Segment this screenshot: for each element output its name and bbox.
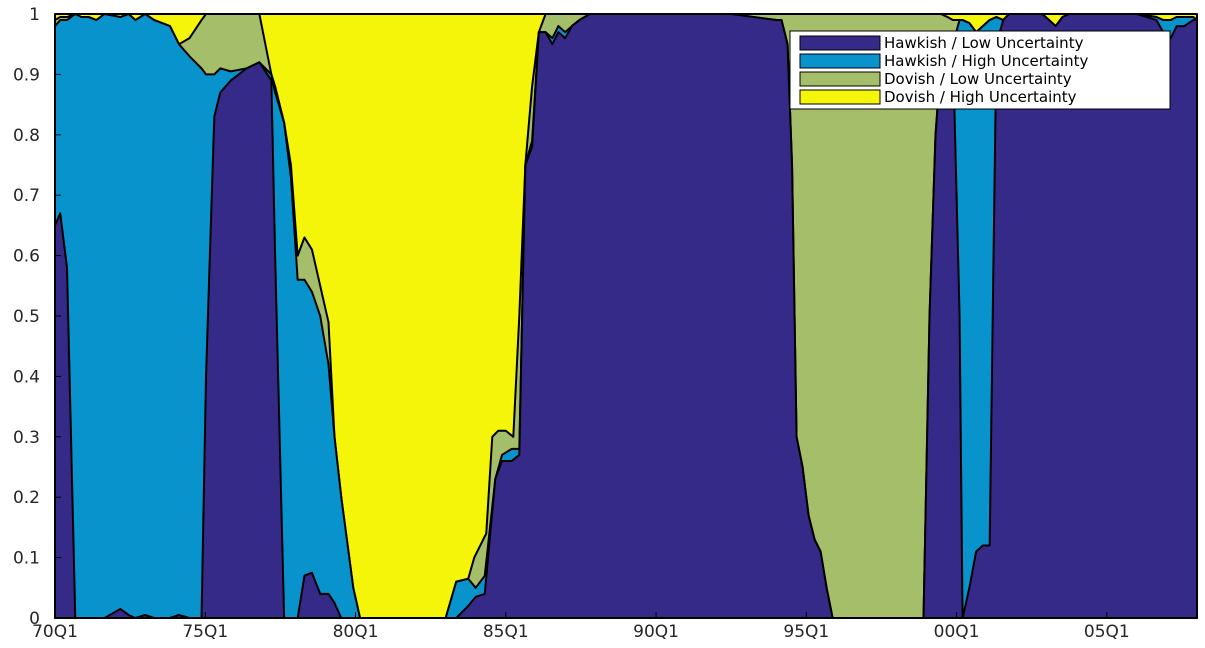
legend-label: Dovish / High Uncertainty — [884, 88, 1077, 106]
y-tick-label: 0.4 — [13, 367, 40, 387]
y-tick-label: 0.2 — [13, 488, 40, 508]
y-tick-label: 0.6 — [13, 247, 40, 267]
x-tick-label: 90Q1 — [633, 622, 679, 642]
x-tick-label: 80Q1 — [333, 622, 379, 642]
x-tick-label: 75Q1 — [182, 622, 228, 642]
y-tick-label: 0.3 — [13, 428, 40, 448]
x-tick-label: 95Q1 — [783, 622, 829, 642]
x-tick-label: 05Q1 — [1084, 622, 1130, 642]
x-tick-label: 70Q1 — [32, 622, 78, 642]
x-tick-label: 00Q1 — [934, 622, 980, 642]
y-tick-label: 0.1 — [13, 549, 40, 569]
area-series-group — [54, 13, 1198, 619]
y-tick-label: 0.8 — [13, 126, 40, 146]
y-tick-label: 0.9 — [13, 65, 40, 85]
y-tick-label: 0 — [29, 609, 40, 629]
legend-label: Dovish / Low Uncertainty — [884, 70, 1072, 88]
y-tick-label: 1 — [29, 5, 40, 25]
x-axis: 70Q1 75Q1 80Q1 85Q1 90Q1 95Q1 00Q1 05Q1 — [32, 612, 1130, 642]
legend-swatch — [799, 53, 881, 69]
legend-swatch — [799, 89, 881, 105]
legend-swatch — [799, 71, 881, 87]
legend-label: Hawkish / High Uncertainty — [884, 52, 1089, 70]
y-tick-label: 0.5 — [13, 307, 40, 327]
x-tick-label: 85Q1 — [483, 622, 529, 642]
y-tick-label: 0.7 — [13, 186, 40, 206]
legend-swatch — [799, 35, 881, 51]
y-axis: 0 0.1 0.2 0.3 0.4 0.5 0.6 0.7 0.8 0.9 1 — [13, 5, 61, 629]
legend-label: Hawkish / Low Uncertainty — [884, 34, 1084, 52]
